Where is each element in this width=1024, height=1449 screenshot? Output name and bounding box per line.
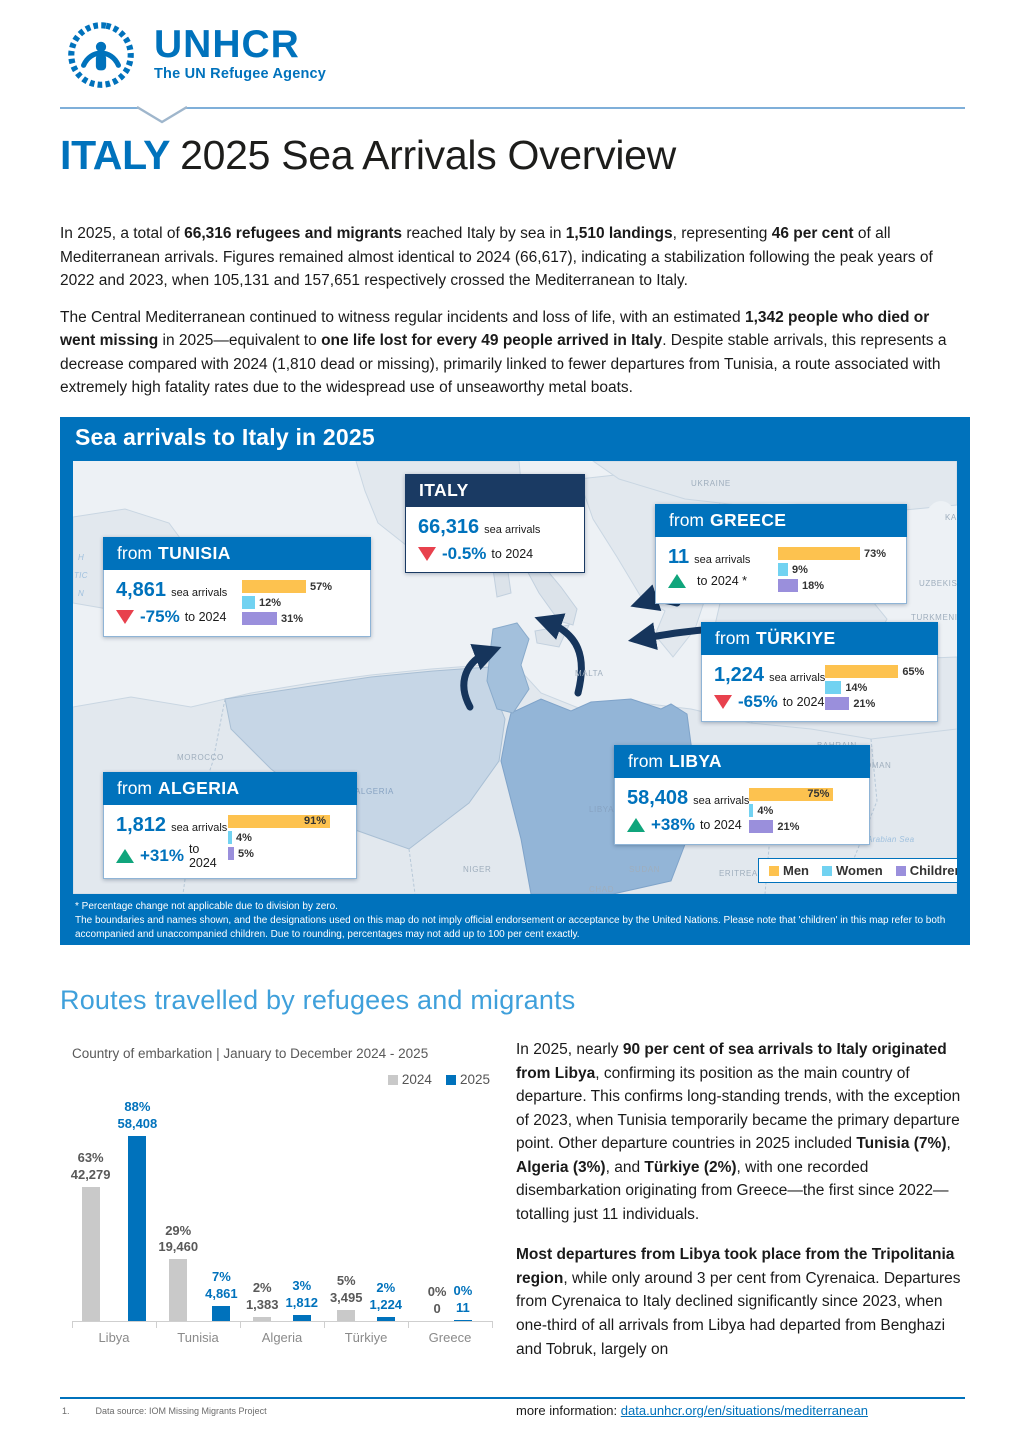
- footer-more-info: more information: data.unhcr.org/en/situ…: [516, 1403, 868, 1418]
- routes-body-text: In 2025, nearly 90 per cent of sea arriv…: [516, 1038, 966, 1378]
- libya-arrivals-value: 58,408: [627, 787, 689, 809]
- footer-source-note: 1. Data source: IOM Missing Migrants Proj…: [62, 1406, 267, 1416]
- tunisia-demographic-bars: 57% 12% 31%: [242, 579, 362, 628]
- algeria-demographic-bars: 91% 4% 5%: [228, 814, 348, 870]
- routes-paragraph-1: In 2025, nearly 90 per cent of sea arriv…: [516, 1041, 961, 1223]
- callout-turkiye-title: TÜRKIYE: [756, 628, 836, 648]
- brand-tagline: The UN Refugee Agency: [154, 65, 327, 82]
- intro-section: In 2025, a total of 66,316 refugees and …: [60, 222, 966, 413]
- mediterranean-map: FRANCEUKRAINEREPUBLIC OFMOLDOVAKAUZBEKIS…: [73, 461, 957, 894]
- trend-up-icon: [668, 574, 686, 588]
- callout-libya-title: LIBYA: [669, 751, 722, 771]
- callout-greece: from GREECE 11 sea arrivals to 2024 * 73% 9…: [655, 504, 907, 604]
- libya-demographic-bars: 75% 4% 21%: [749, 787, 869, 836]
- chart-subtitle: Country of embarkation | January to Dece…: [72, 1046, 429, 1061]
- map-panel-title: Sea arrivals to Italy in 2025: [75, 424, 375, 450]
- unhcr-emblem-icon: [68, 22, 134, 88]
- callout-tunisia: from TUNISIA 4,861 sea arrivals -75% to 202…: [103, 537, 371, 637]
- greece-demographic-bars: 73% 9% 18%: [778, 546, 898, 595]
- tunisia-arrivals-value: 4,861: [116, 579, 167, 601]
- callout-libya: from LIBYA 58,408 sea arrivals +38% to 2024…: [614, 745, 870, 845]
- unhcr-logo: UNHCR The UN Refugee Agency: [60, 12, 326, 94]
- routes-paragraph-2: Most departures from Libya took place fr…: [516, 1246, 961, 1358]
- intro-paragraph-2: The Central Mediterranean continued to w…: [60, 308, 947, 397]
- page-title-country: ITALY: [60, 132, 171, 178]
- map-footnote: * Percentage change not applicable due t…: [75, 901, 946, 940]
- greece-arrivals-value: 11: [668, 546, 690, 568]
- turkiye-demographic-bars: 65% 14% 21%: [825, 664, 945, 713]
- routes-section-heading: Routes travelled by refugees and migrant…: [60, 985, 576, 1015]
- callout-greece-title: GREECE: [710, 510, 787, 530]
- chevron-down-icon: [136, 106, 188, 124]
- callout-italy-title: ITALY: [419, 480, 469, 500]
- chart-legend: 2024 2025: [240, 1072, 490, 1087]
- turkiye-arrivals-value: 1,224: [714, 664, 765, 686]
- callout-algeria-title: ALGERIA: [158, 778, 240, 798]
- callout-italy: ITALY 66,316 sea arrivals -0.5% to 2024: [405, 474, 585, 573]
- page-title: ITALY 2025 Sea Arrivals Overview: [60, 132, 676, 179]
- page-title-rest: 2025 Sea Arrivals Overview: [180, 132, 676, 178]
- trend-up-icon: [116, 849, 134, 863]
- callout-algeria: from ALGERIA 1,812 sea arrivals +31% to 202…: [103, 772, 357, 879]
- map-panel: Sea arrivals to Italy in 2025: [60, 417, 970, 945]
- trend-up-icon: [627, 818, 645, 832]
- brand-name: UNHCR: [154, 22, 300, 66]
- algeria-arrivals-value: 1,812: [116, 814, 167, 836]
- embarkation-bar-chart: 63% 42,279 88% 58,408 Libya 29% 19,460 7% 4,861 T…: [71, 1092, 493, 1345]
- header-divider: [60, 107, 965, 109]
- trend-down-icon: [418, 547, 436, 561]
- mediterranean-data-link[interactable]: data.unhcr.org/en/situations/mediterrane…: [620, 1403, 868, 1418]
- trend-down-icon: [116, 610, 134, 624]
- italy-arrivals-value: 66,316: [418, 516, 480, 538]
- map-demographic-legend: MenWomenChildren: [758, 858, 957, 883]
- intro-paragraph-1: In 2025, a total of 66,316 refugees and …: [60, 225, 933, 290]
- callout-tunisia-title: TUNISIA: [158, 543, 231, 563]
- trend-down-icon: [714, 695, 732, 709]
- callout-turkiye: from TÜRKIYE 1,224 sea arrivals -65% to 202…: [701, 622, 938, 722]
- footer-divider: [60, 1397, 965, 1399]
